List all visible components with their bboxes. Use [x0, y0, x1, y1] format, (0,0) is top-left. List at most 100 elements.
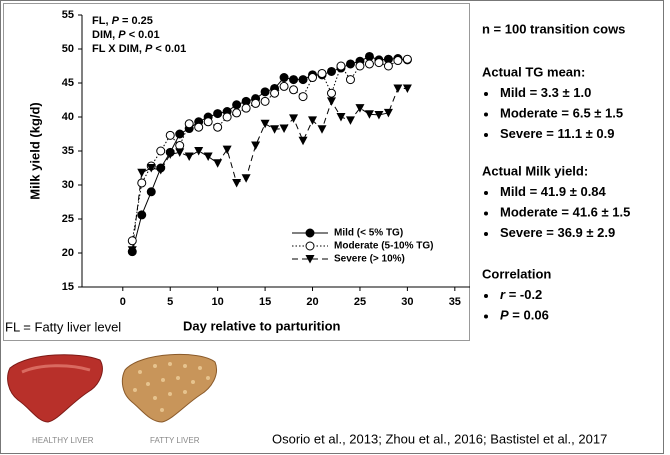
bullet	[484, 294, 488, 298]
bullet-text: Severe = 36.9 ± 2.9	[500, 225, 615, 240]
x-tick-label: 20	[306, 296, 318, 308]
marker	[355, 61, 365, 71]
marker	[146, 187, 156, 197]
marker	[393, 84, 403, 93]
marker	[364, 59, 374, 69]
marker	[146, 164, 156, 173]
marker	[194, 147, 204, 156]
y-tick-label: 45	[62, 77, 74, 89]
marker	[289, 85, 299, 95]
marker	[308, 116, 318, 125]
image-caption: HEALTHY LIVER	[32, 436, 94, 445]
marker	[127, 236, 137, 246]
marker	[241, 103, 251, 113]
bullet-text: Moderate = 6.5 ± 1.5	[500, 106, 623, 121]
marker	[232, 108, 242, 118]
marker	[156, 166, 166, 175]
marker	[364, 51, 374, 61]
bullet-text: Moderate = 41.6 ± 1.5	[500, 205, 630, 220]
marker	[326, 88, 336, 98]
bullet	[484, 112, 488, 117]
marker	[374, 58, 384, 68]
annotation-text: FL,	[92, 15, 109, 27]
marker	[308, 73, 318, 83]
y-tick-label: 50	[62, 43, 74, 55]
x-tick-label: 25	[354, 296, 366, 308]
marker	[232, 178, 242, 188]
bullet-value: Severe = 11.1 ± 0.9	[500, 126, 614, 141]
bullet-value: Moderate = 41.6 ± 1.5	[500, 205, 630, 220]
bullet-text: Severe = 11.1 ± 0.9	[500, 126, 614, 141]
marker	[279, 124, 289, 134]
panel-header: n = 100 transition cows	[482, 21, 625, 36]
y-tick-label: 40	[62, 111, 74, 123]
x-tick-label: 35	[449, 296, 461, 308]
marker	[402, 54, 412, 64]
x-tick-label: 5	[167, 296, 173, 308]
annotation-stat: P	[112, 15, 120, 27]
legend-label: Moderate (5-10% TG)	[334, 241, 433, 252]
annotation-stat: P	[145, 43, 153, 55]
annotation: DIM, P < 0.01	[92, 29, 160, 41]
annotation: FL, P = 0.25	[92, 15, 153, 27]
marker	[203, 152, 213, 161]
bullet	[484, 211, 488, 216]
bullet	[484, 232, 488, 236]
marker	[213, 122, 223, 132]
bullet-value: Mild = 3.3 ± 1.0	[500, 85, 591, 100]
fatty-liver-image	[121, 354, 217, 423]
marker	[383, 108, 393, 118]
footer-note: FL = Fatty liver level	[5, 319, 121, 334]
marker	[156, 146, 166, 156]
y-tick-label: 20	[62, 247, 74, 259]
bullet-value: Moderate = 6.5 ± 1.5	[500, 106, 623, 121]
citation: Osorio et al., 2013; Zhou et al., 2016; …	[272, 431, 607, 446]
marker	[298, 136, 308, 146]
marker	[213, 109, 223, 119]
marker	[289, 114, 299, 123]
annotation-text: FL X DIM,	[92, 43, 142, 55]
legend-marker	[305, 255, 315, 264]
marker	[213, 159, 223, 168]
annotation: FL X DIM, P < 0.01	[92, 43, 186, 55]
x-axis-label: Day relative to parturition	[183, 318, 341, 333]
marker	[194, 122, 204, 132]
marker	[298, 92, 308, 102]
y-tick-label: 25	[62, 213, 74, 225]
marker	[326, 97, 336, 106]
marker	[260, 87, 270, 97]
image-caption: FATTY LIVER	[150, 436, 200, 445]
marker	[175, 129, 185, 139]
annotation-value: < 0.01	[155, 43, 186, 55]
marker	[364, 110, 374, 119]
marker	[345, 116, 355, 125]
marker	[222, 145, 232, 155]
bullet-stat: r	[500, 287, 506, 302]
healthy-liver-image	[7, 354, 103, 423]
marker	[137, 178, 147, 188]
marker	[137, 168, 147, 178]
marker	[251, 141, 261, 151]
marker	[241, 174, 251, 183]
marker	[175, 148, 185, 157]
marker	[345, 59, 355, 69]
marker	[336, 113, 346, 122]
marker	[270, 125, 280, 134]
y-axis-label: Milk yield (kg/d)	[27, 102, 42, 200]
bullet	[484, 314, 488, 319]
marker	[317, 68, 327, 78]
marker	[336, 61, 346, 71]
marker	[393, 56, 403, 66]
annotation-value: < 0.01	[129, 29, 160, 41]
bullet-text: P = 0.06	[500, 308, 549, 323]
legend-marker	[305, 241, 315, 251]
bullet	[484, 133, 488, 137]
bullet-value: = -0.2	[509, 287, 543, 302]
bullet-text: Mild = 41.9 ± 0.84	[500, 184, 607, 199]
bullet-value: Mild = 41.9 ± 0.84	[500, 184, 607, 199]
marker	[383, 61, 393, 71]
annotation-value: = 0.25	[122, 15, 153, 27]
marker	[298, 75, 308, 85]
